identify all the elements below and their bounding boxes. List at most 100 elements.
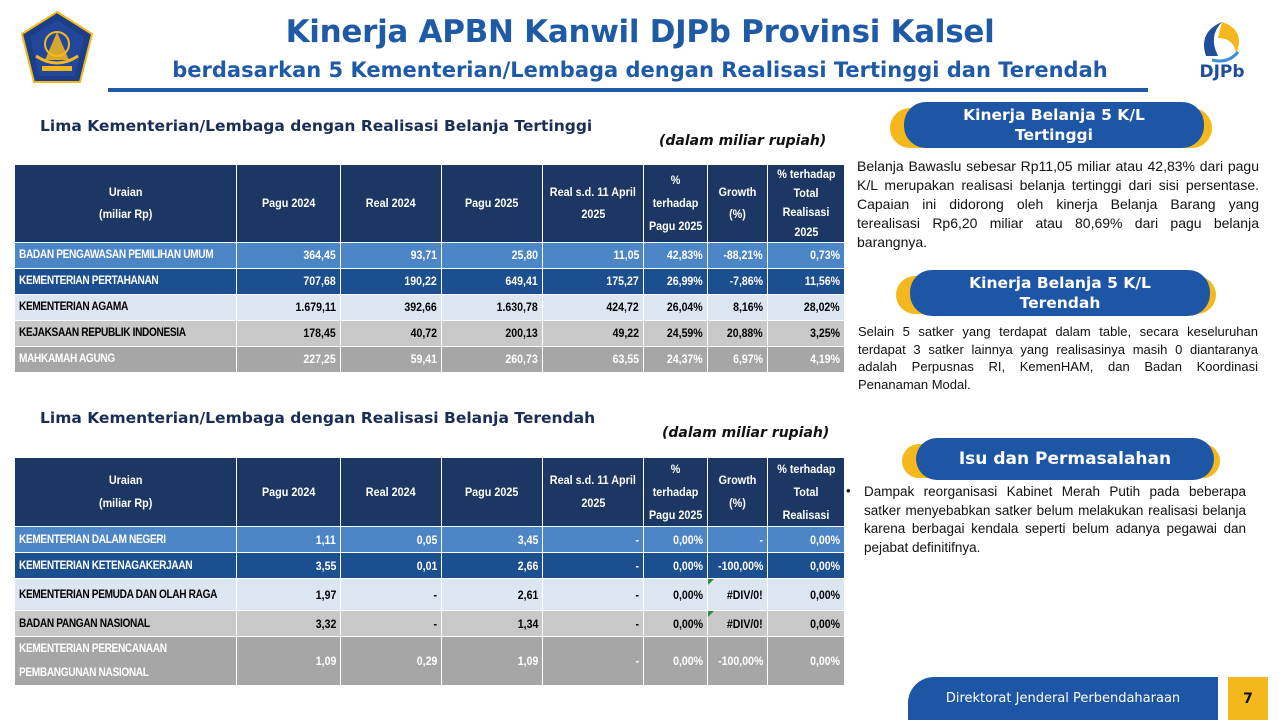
kl-name-cell: KEJAKSAAN REPUBLIK INDONESIA [14, 319, 237, 347]
kl-name-cell: KEMENTERIAN AGAMA [14, 293, 237, 321]
col-pagu-2024: Pagu 2024 [236, 164, 341, 243]
lowest-panel-text: Selain 5 satker yang terdapat dalam tabl… [858, 324, 1258, 392]
table-row: BADAN PENGAWASAN PEMILIHAN UMUM 364,45 9… [14, 241, 845, 269]
value-cell: 364,45 [236, 241, 341, 269]
highest-kl-table: Uraian (miliar Rp) Pagu 2024 Real 2024 Pa… [14, 164, 845, 373]
col-pagu-2025: Pagu 2025 [441, 456, 543, 528]
value-cell: 0,01 [340, 552, 442, 580]
value-cell: -7,86% [707, 267, 768, 295]
value-cell: - [542, 636, 644, 687]
value-cell: 649,41 [441, 267, 543, 295]
col-uraian: Uraian (miliar Rp) [14, 164, 237, 243]
col-real-2025: Real s.d. 11 April 2025 [542, 164, 644, 243]
table-row: KEMENTERIAN KETENAGAKERJAAN 3,55 0,01 2,… [14, 552, 845, 580]
value-cell: 4,19% [767, 345, 845, 373]
col-real-2025: Real s.d. 11 April 2025 [542, 456, 644, 528]
value-cell: 0,00% [643, 636, 708, 687]
kl-name-cell: KEMENTERIAN KETENAGAKERJAAN [14, 552, 237, 580]
kl-name-cell: KEMENTERIAN PEMUDA DAN OLAH RAGA [14, 578, 237, 612]
page-number: 7 [1228, 677, 1268, 720]
value-cell: 1,97 [236, 578, 341, 612]
col-pagu-2025: Pagu 2025 [441, 164, 543, 243]
value-cell: 24,59% [643, 319, 708, 347]
table-row: KEMENTERIAN PERENCANAAN PEMBANGUNAN NASIO… [14, 636, 845, 687]
value-cell: 0,00% [767, 526, 845, 554]
col-real-2024: Real 2024 [340, 164, 442, 243]
kl-name-cell: MAHKAMAH AGUNG [14, 345, 237, 373]
bottom-table-title: Lima Kementerian/Lembaga dengan Realisas… [40, 409, 596, 427]
value-cell: 0,00% [767, 552, 845, 580]
value-cell: -88,21% [707, 241, 768, 269]
table-row: KEMENTERIAN DALAM NEGERI 1,11 0,05 3,45 … [14, 526, 845, 554]
footer-org: Direktorat Jenderal Perbendaharaan [908, 677, 1218, 720]
value-cell: 59,41 [340, 345, 442, 373]
kl-name-cell: KEMENTERIAN DALAM NEGERI [14, 526, 237, 554]
djpb-logo: DJPb [1188, 16, 1254, 86]
kemenkeu-logo [20, 10, 94, 86]
col-real-2024: Real 2024 [340, 456, 442, 528]
col-pct-pagu: % terhadap Pagu 2025 [643, 456, 708, 528]
col-pct-total: % terhadap Total Realisasi 2025 [767, 164, 845, 243]
value-cell: 0,73% [767, 241, 845, 269]
value-cell: 707,68 [236, 267, 341, 295]
value-cell: 11,05 [542, 241, 644, 269]
value-cell: 0,29 [340, 636, 442, 687]
value-cell: 227,25 [236, 345, 341, 373]
value-cell: 424,72 [542, 293, 644, 321]
value-cell: 63,55 [542, 345, 644, 373]
col-pct-pagu: % terhadap Pagu 2025 [643, 164, 708, 243]
table-row: KEMENTERIAN AGAMA 1.679,11 392,66 1.630,… [14, 293, 845, 321]
value-cell: 0,00% [767, 610, 845, 638]
page-title: Kinerja APBN Kanwil DJPb Provinsi Kalsel [285, 14, 995, 50]
col-growth: Growth (%) [707, 164, 768, 243]
issues-panel-title: Isu dan Permasalahan [916, 438, 1214, 480]
highest-panel-title: Kinerja Belanja 5 K/L Tertinggi [904, 102, 1204, 148]
value-cell: 49,22 [542, 319, 644, 347]
value-cell: 3,25% [767, 319, 845, 347]
kl-name-cell: KEMENTERIAN PERENCANAAN PEMBANGUNAN NASIO… [14, 636, 237, 687]
table-row: BADAN PANGAN NASIONAL 3,32 - 1,34 - 0,00… [14, 610, 845, 638]
lowest-panel-title: Kinerja Belanja 5 K/L Terendah [910, 270, 1210, 316]
table-row: KEJAKSAAN REPUBLIK INDONESIA 178,45 40,7… [14, 319, 845, 347]
value-cell: 200,13 [441, 319, 543, 347]
value-cell: 40,72 [340, 319, 442, 347]
table-header-row: Uraian (miliar Rp) Pagu 2024 Real 2024 Pa… [14, 164, 845, 243]
value-cell: 0,00% [643, 578, 708, 612]
value-cell: -100,00% [707, 636, 768, 687]
value-cell: 20,88% [707, 319, 768, 347]
value-cell: 0,00% [643, 526, 708, 554]
col-uraian: Uraian (miliar Rp) [14, 456, 237, 528]
value-cell: 175,27 [542, 267, 644, 295]
value-cell: 3,45 [441, 526, 543, 554]
value-cell: 260,73 [441, 345, 543, 373]
value-cell: 24,37% [643, 345, 708, 373]
djpb-logo-text: DJPb [1199, 62, 1245, 82]
kl-name-cell: KEMENTERIAN PERTAHANAN [14, 267, 237, 295]
col-growth: Growth (%) [707, 456, 768, 528]
value-cell: 1,09 [441, 636, 543, 687]
top-table-unit-note: (dalam miliar rupiah) [659, 133, 827, 149]
value-cell: 1,11 [236, 526, 341, 554]
value-cell: 26,04% [643, 293, 708, 321]
value-cell: 26,99% [643, 267, 708, 295]
page-subtitle: berdasarkan 5 Kementerian/Lembaga dengan… [172, 58, 1108, 82]
value-cell: 1.630,78 [441, 293, 543, 321]
value-cell: - [340, 578, 442, 612]
value-cell: 28,02% [767, 293, 845, 321]
bottom-table-unit-note: (dalam miliar rupiah) [662, 425, 830, 441]
value-cell: 93,71 [340, 241, 442, 269]
value-cell: - [542, 552, 644, 580]
value-cell: 42,83% [643, 241, 708, 269]
value-cell: 2,66 [441, 552, 543, 580]
col-pct-total: % terhadap Total Realisasi [767, 456, 845, 528]
top-table-title: Lima Kementerian/Lembaga dengan Realisas… [40, 117, 593, 135]
value-cell: 3,55 [236, 552, 341, 580]
value-cell: 0,00% [643, 552, 708, 580]
value-cell: 0,00% [767, 636, 845, 687]
value-cell: 0,00% [643, 610, 708, 638]
kl-name-cell: BADAN PANGAN NASIONAL [14, 610, 237, 638]
kl-name-cell: BADAN PENGAWASAN PEMILIHAN UMUM [14, 241, 237, 269]
value-cell: 3,32 [236, 610, 341, 638]
value-cell: 178,45 [236, 319, 341, 347]
highest-panel-text: Belanja Bawaslu sebesar Rp11,05 miliar a… [857, 158, 1259, 250]
